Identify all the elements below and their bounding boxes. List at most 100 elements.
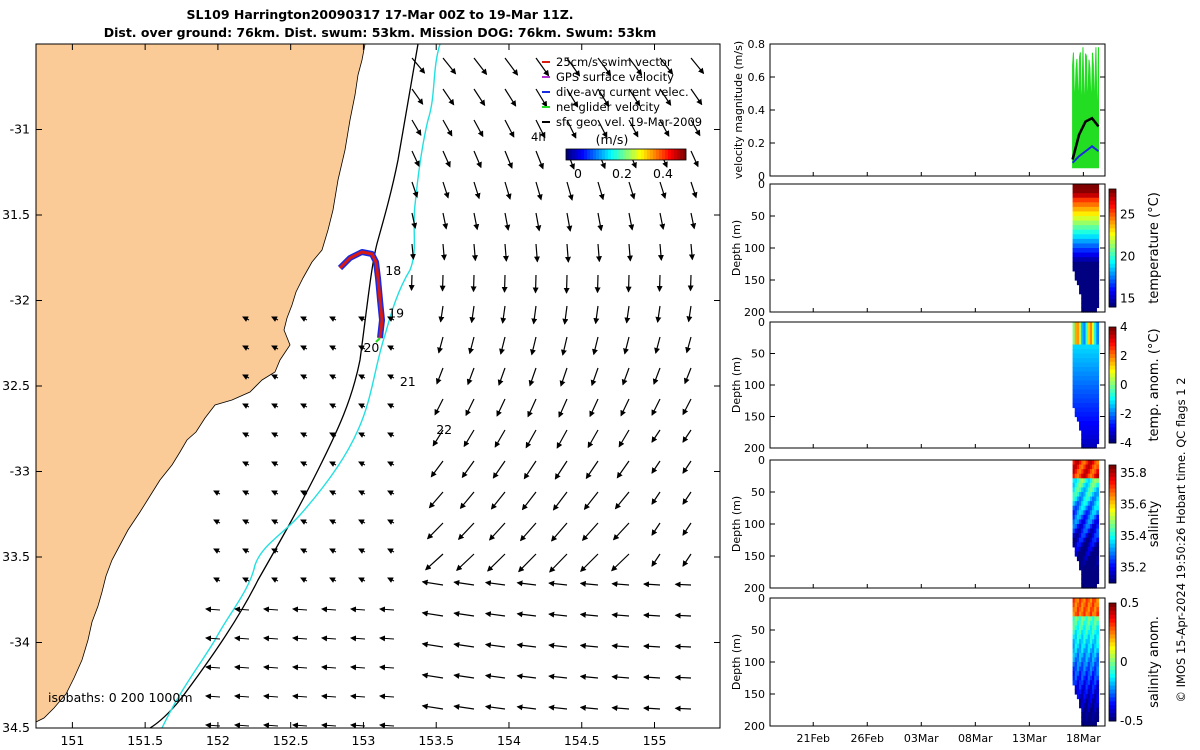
heatmap-cell xyxy=(1074,639,1078,645)
heatmap-cell xyxy=(1072,322,1076,328)
heatmap-ytick-label: 200 xyxy=(744,582,765,595)
velocity-arrow xyxy=(300,403,308,409)
velocity-arrow xyxy=(350,606,366,613)
velocity-arrow xyxy=(587,429,599,449)
heatmap-cell xyxy=(1085,302,1089,309)
heatmap-cell xyxy=(1092,496,1095,502)
heatmap-colorbar-cell xyxy=(1109,709,1116,714)
heatmap-cell xyxy=(1076,652,1080,659)
heatmap-cell xyxy=(1081,238,1084,245)
heatmap-cell xyxy=(1083,243,1087,249)
heatmap-cell xyxy=(1089,326,1093,332)
colorbar-tick-label: 0 xyxy=(574,166,582,181)
heatmap-cell xyxy=(1087,611,1091,617)
heatmap-cell xyxy=(1087,380,1091,386)
heatmap-cell xyxy=(1085,380,1089,386)
map-ytick-label: 34.5 xyxy=(2,720,30,735)
colorbar-cell xyxy=(578,149,582,160)
heatmap-ytick-label: 100 xyxy=(744,379,765,392)
heatmap-cell xyxy=(1076,261,1080,267)
heatmap-cell xyxy=(1092,434,1095,440)
heatmap-cell xyxy=(1074,528,1078,534)
heatmap-cell xyxy=(1089,193,1093,199)
heatmap-cell xyxy=(1087,403,1091,409)
heatmap-cell xyxy=(1089,371,1093,377)
heatmap-cell xyxy=(1074,482,1078,489)
velocity-arrow xyxy=(300,374,308,380)
heatmap-cell xyxy=(1094,519,1097,525)
heatmap-cell xyxy=(1081,639,1084,645)
heatmap-cell xyxy=(1083,275,1087,281)
heatmap-ytick-label: 150 xyxy=(744,274,765,287)
track-net-velocity xyxy=(375,337,381,343)
map-ytick-label: 33.5 xyxy=(2,549,30,564)
heatmap-colorbar-cell xyxy=(1109,244,1116,249)
heatmap-cell xyxy=(1076,533,1080,539)
heatmap-cell xyxy=(1083,583,1087,589)
heatmap-cell xyxy=(1079,639,1082,645)
heatmap-cell xyxy=(1085,602,1089,608)
heatmap-cell xyxy=(1089,460,1093,466)
velocity-arrow xyxy=(242,432,250,438)
heatmap-cell xyxy=(1096,537,1100,543)
legend-item-label: GPS surface velocity xyxy=(556,70,674,84)
heatmap-cell xyxy=(1076,634,1080,640)
heatmap-colorbar-tick-label: -4 xyxy=(1120,436,1132,450)
heatmap-cell xyxy=(1074,398,1078,404)
velocity-arrow xyxy=(242,490,250,496)
heatmap-colorbar-cell xyxy=(1109,642,1116,647)
heatmap-cell xyxy=(1092,421,1095,427)
heatmap-cell xyxy=(1092,238,1095,245)
heatmap-cell xyxy=(1094,510,1097,516)
velocity-arrow xyxy=(490,491,506,510)
velocity-arrow xyxy=(242,577,250,583)
heatmap-cell xyxy=(1081,716,1084,723)
velocity-arrow xyxy=(504,212,511,231)
heatmap-cell xyxy=(1094,464,1097,470)
heatmap-cell xyxy=(1092,620,1095,627)
heatmap-colorbar-cell xyxy=(1109,232,1116,237)
heatmap-cell xyxy=(1083,611,1087,617)
heatmap-cell xyxy=(1074,184,1078,190)
heatmap-cell xyxy=(1092,298,1095,304)
heatmap-cell xyxy=(1081,225,1084,231)
heatmap-cell xyxy=(1085,434,1089,440)
heatmap-cell xyxy=(1072,193,1076,199)
heatmap-cell xyxy=(1096,439,1100,445)
heatmap-cell xyxy=(1081,353,1084,359)
heatmap-cell xyxy=(1074,394,1078,400)
velocity-arrow xyxy=(651,429,661,443)
velocity-arrow xyxy=(484,642,506,649)
heatmap-cell xyxy=(1089,464,1093,470)
heatmap-cell xyxy=(1094,284,1097,290)
heatmap-cell xyxy=(1092,193,1095,199)
heatmap-cell xyxy=(1092,362,1095,368)
heatmap-cell xyxy=(1085,353,1089,359)
velocity-arrow xyxy=(453,672,475,679)
velocity-arrow xyxy=(435,367,444,385)
heatmap-cell xyxy=(1096,416,1100,422)
heatmap-cell xyxy=(1079,460,1082,466)
heatmap-cell xyxy=(1089,574,1093,580)
colorbar-cell xyxy=(650,149,654,160)
heatmap-cell xyxy=(1089,202,1093,208)
heatmap-cell xyxy=(1079,331,1082,337)
heatmap-cell xyxy=(1083,716,1087,723)
velocity-arrow xyxy=(597,88,610,108)
heatmap-cell xyxy=(1081,657,1084,663)
heatmap-colorbar-cell xyxy=(1109,248,1116,253)
heatmap-cell xyxy=(1072,510,1076,516)
heatmap-cell xyxy=(1085,407,1089,413)
heatmap-cell xyxy=(1089,340,1093,346)
heatmap-colorbar-label: salinity anom. xyxy=(1147,616,1162,708)
day-label: 21 xyxy=(400,374,416,389)
velocity-arrow xyxy=(459,491,475,510)
velocity-arrow xyxy=(516,642,537,649)
heatmap-cell xyxy=(1083,302,1087,309)
heatmap-cell xyxy=(1087,680,1091,686)
colorbar-cell xyxy=(623,149,627,160)
heatmap-cell xyxy=(1083,569,1087,575)
heatmap-cell xyxy=(1087,607,1091,613)
heatmap-colorbar-tick-label: -0.5 xyxy=(1120,714,1143,728)
heatmap-colorbar-cell xyxy=(1109,614,1116,620)
